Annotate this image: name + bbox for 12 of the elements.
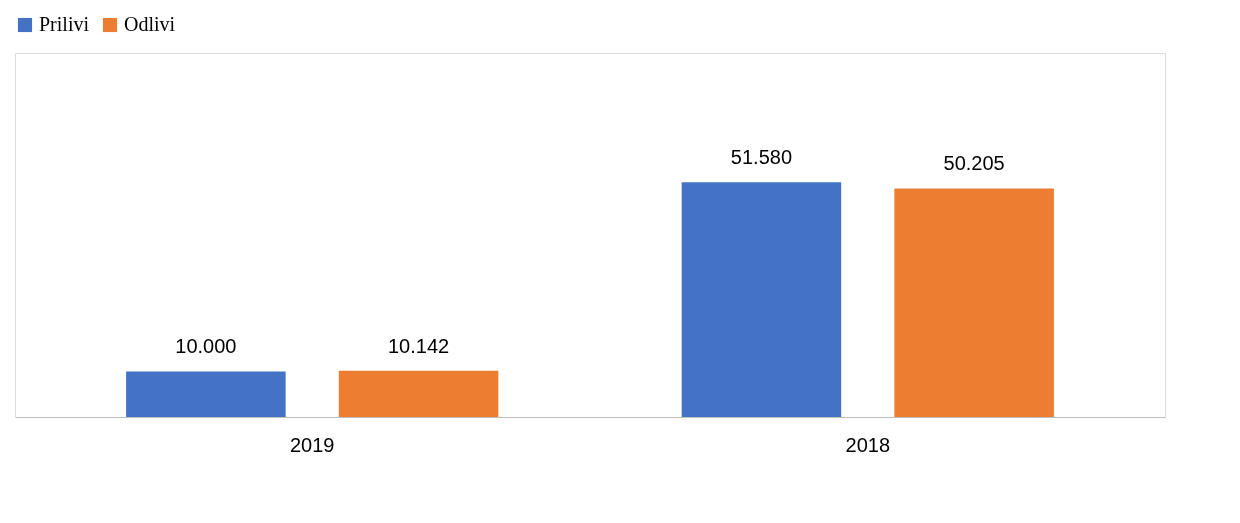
legend-label: Odlivi [124, 13, 176, 35]
data-label: 10.000 [175, 335, 237, 358]
bar [338, 370, 499, 417]
x-tick-label: 2019 [289, 433, 335, 456]
data-label: 50.205 [943, 152, 1005, 175]
bar [126, 371, 286, 417]
bar [681, 182, 842, 417]
x-tick-label: 2018 [845, 433, 891, 456]
data-label: 51.580 [730, 146, 793, 169]
bar [894, 188, 1054, 417]
legend-label: Prilivi [39, 13, 90, 35]
data-label: 10.142 [387, 334, 450, 357]
